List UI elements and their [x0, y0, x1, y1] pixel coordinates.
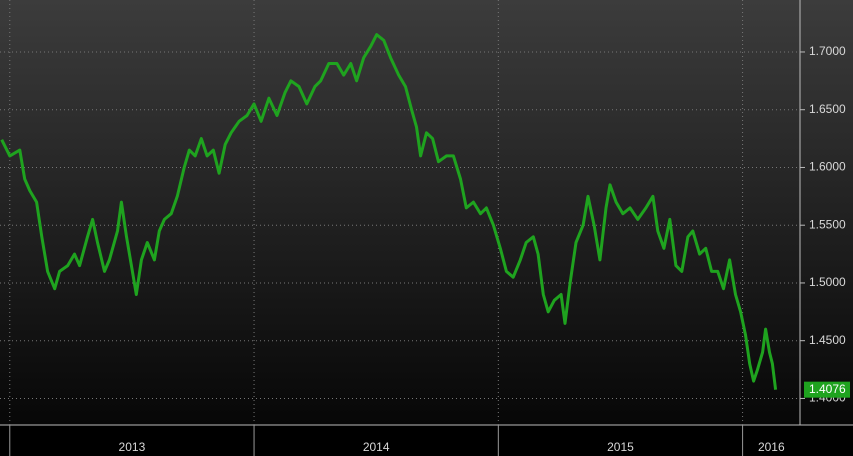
x-axis-band [0, 425, 853, 456]
y-tick-label: 1.6500 [809, 102, 846, 116]
x-tick-label: 2013 [119, 440, 146, 454]
x-tick-label: 2014 [363, 440, 390, 454]
x-tick-label: 2015 [607, 440, 634, 454]
y-tick-label: 1.4500 [809, 333, 846, 347]
y-tick-label: 1.5000 [809, 275, 846, 289]
series-line [0, 33, 778, 390]
y-tick-label: 1.6000 [809, 160, 846, 174]
y-tick-label: 1.5500 [809, 217, 846, 231]
y-tick-label: 1.7000 [809, 44, 846, 58]
x-tick-label: 2016 [758, 440, 785, 454]
last-value-box [804, 381, 850, 398]
last-value-label: 1.4076 [809, 382, 846, 396]
